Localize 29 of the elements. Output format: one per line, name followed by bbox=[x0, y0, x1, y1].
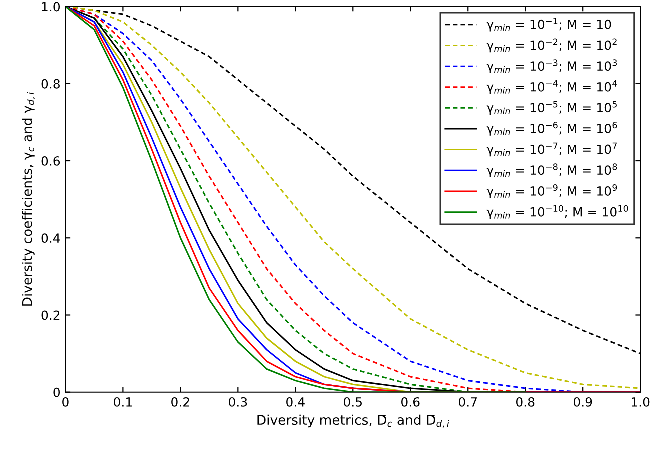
x-tick-label: 0.9 bbox=[574, 397, 592, 407]
x-tick-label: 0.3 bbox=[229, 397, 248, 407]
legend-label: γ$_{min}$ = 10$^{−4}$; M = 10$^{4}$ bbox=[486, 80, 618, 94]
x-axis-title: Diversity metrics, D̄$_{c}$ and D̄$_{d,i}$ bbox=[258, 414, 450, 428]
legend-label: γ$_{min}$ = 10$^{−7}$; M = 10$^{7}$ bbox=[486, 142, 617, 157]
x-tick-label: 0.4 bbox=[286, 397, 305, 407]
y-tick-label: 0 bbox=[54, 388, 60, 398]
y-tick-label: 1.0 bbox=[42, 2, 60, 12]
legend-label: γ$_{min}$ = 10$^{−10}$; M = 10$^{10}$ bbox=[486, 205, 628, 220]
x-tick-label: 0.5 bbox=[344, 397, 362, 407]
x-tick-label: 0.7 bbox=[458, 397, 477, 407]
y-tick-label: 0.6 bbox=[42, 156, 60, 166]
y-axis-title: Diversity coefficients, γ$_{c}$ and γ$_{d,i}$ bbox=[22, 92, 36, 306]
x-tick-label: 0.2 bbox=[172, 397, 190, 407]
x-tick-label: 0.6 bbox=[402, 397, 420, 407]
y-tick-label: 0.4 bbox=[42, 234, 60, 244]
legend-label: γ$_{min}$ = 10$^{−6}$; M = 10$^{6}$ bbox=[486, 122, 618, 136]
y-tick-label: 0.8 bbox=[42, 79, 60, 89]
legend-label: γ$_{min}$ = 10$^{−3}$; M = 10$^{3}$ bbox=[486, 60, 618, 74]
legend-label: γ$_{min}$ = 10$^{−8}$; M = 10$^{8}$ bbox=[486, 164, 618, 178]
legend-label: γ$_{min}$ = 10$^{−5}$; M = 10$^{5}$ bbox=[486, 101, 617, 116]
legend-label: γ$_{min}$ = 10$^{−2}$; M = 10$^{2}$ bbox=[486, 38, 617, 53]
legend-label: γ$_{min}$ = 10$^{−1}$; M = 10 bbox=[486, 18, 612, 32]
x-tick-label: 1.0 bbox=[632, 397, 650, 407]
legend-label: γ$_{min}$ = 10$^{−9}$; M = 10$^{9}$ bbox=[486, 184, 618, 198]
x-tick-label: 0 bbox=[62, 397, 69, 407]
x-tick-label: 0.8 bbox=[516, 397, 535, 407]
y-tick-label: 0.2 bbox=[42, 310, 60, 320]
x-tick-label: 0.1 bbox=[114, 397, 132, 407]
